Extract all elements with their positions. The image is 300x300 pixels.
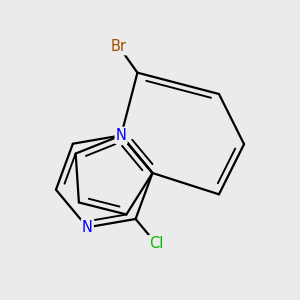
Text: N: N: [82, 220, 93, 235]
Text: Br: Br: [111, 39, 127, 54]
Text: Cl: Cl: [149, 236, 163, 251]
Text: N: N: [116, 128, 127, 143]
